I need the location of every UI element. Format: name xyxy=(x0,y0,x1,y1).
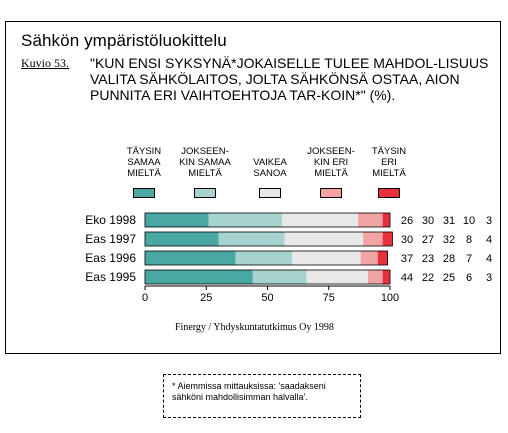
bar-outline xyxy=(144,231,393,247)
legend-label-4: JOKSEEN- KIN ERI MIELTÄ xyxy=(296,146,366,179)
data-label: 8 xyxy=(466,234,472,246)
bar-segment xyxy=(145,232,219,246)
category-label: Eas 1995 xyxy=(85,270,136,284)
legend-label-2: JOKSEEN- KIN SAMAA MIELTÄ xyxy=(170,146,240,179)
x-tick-label: 25 xyxy=(200,292,212,304)
data-label: 28 xyxy=(443,253,455,265)
data-label: 30 xyxy=(401,234,413,246)
chart-title: Sähkön ympäristöluokittelu xyxy=(21,31,227,50)
data-label: 27 xyxy=(422,234,434,246)
chart-frame xyxy=(5,21,501,354)
data-label: 4 xyxy=(486,253,492,265)
bar-segment xyxy=(282,213,359,227)
category-label: Eas 1996 xyxy=(85,251,136,265)
legend-label-line: VAIKEA xyxy=(253,157,287,168)
survey-question: "KUN ENSI SYKSYNÄ*JOKAISELLE TULEE MAHDO… xyxy=(90,55,489,103)
legend-label-line: MIELTÄ xyxy=(314,168,348,179)
legend-label-line: KIN ERI xyxy=(313,157,349,168)
x-tick-label: 100 xyxy=(381,292,399,304)
legend-label-line: MIELTÄ xyxy=(188,168,222,179)
data-label: 3 xyxy=(486,272,492,284)
data-label: 23 xyxy=(422,253,434,265)
bar-segment xyxy=(360,251,378,265)
legend-label-line: SANOA xyxy=(253,168,287,179)
source-note: Finergy / Yhdyskuntatutkimus Oy 1998 xyxy=(175,322,334,333)
legend-label-line: JOKSEEN- xyxy=(181,146,229,157)
legend-swatch-2 xyxy=(194,188,216,198)
category-label: Eas 1997 xyxy=(85,232,136,246)
data-label: 30 xyxy=(422,215,434,227)
bar-outline xyxy=(144,212,391,228)
data-label: 37 xyxy=(401,253,413,265)
bar-outline xyxy=(144,269,391,285)
legend-label-1: TÄYSIN SAMAA MIELTÄ xyxy=(109,146,179,179)
legend-label-line: TÄYSIN xyxy=(126,146,162,157)
bar-segment xyxy=(208,213,283,227)
legend-swatch-3 xyxy=(259,188,281,198)
category-label: Eko 1998 xyxy=(85,213,136,227)
x-tick-label: 75 xyxy=(323,292,335,304)
legend-label-3: VAIKEA SANOA xyxy=(235,157,305,179)
bar-segment xyxy=(218,232,285,246)
legend-label-line: SAMAA xyxy=(127,157,161,168)
bar-segment xyxy=(235,251,292,265)
legend-label-line: KIN SAMAA xyxy=(179,157,231,168)
bar-segment xyxy=(145,213,209,227)
bar-segment xyxy=(382,213,390,227)
legend-label-5: TÄYSIN ERI MIELTÄ xyxy=(354,146,424,179)
bar-segment xyxy=(363,232,383,246)
legend-label-line: JOKSEEN- xyxy=(307,146,355,157)
bar-segment xyxy=(306,270,368,284)
data-label: 3 xyxy=(486,215,492,227)
legend-label-line: ERI xyxy=(381,157,397,168)
bar-segment xyxy=(284,232,364,246)
legend-label-line: MIELTÄ xyxy=(127,168,161,179)
data-label: 25 xyxy=(443,272,455,284)
data-label: 7 xyxy=(466,253,472,265)
footnote: * Aiemmissa mittauksissa: 'saadakseni sä… xyxy=(163,374,361,418)
data-label: 44 xyxy=(401,272,413,284)
bar-segment xyxy=(252,270,307,284)
x-tick-label: 0 xyxy=(142,292,148,304)
data-label: 32 xyxy=(443,234,455,246)
legend-label-line: TÄYSIN xyxy=(371,146,407,157)
data-label: 31 xyxy=(443,215,455,227)
bar-segment xyxy=(382,232,393,246)
bar-segment xyxy=(145,251,236,265)
data-label: 4 xyxy=(486,234,492,246)
data-label: 26 xyxy=(401,215,413,227)
legend-swatch-4 xyxy=(320,188,342,198)
bar-segment xyxy=(358,213,383,227)
legend-label-line: MIELTÄ xyxy=(372,168,406,179)
data-label: 6 xyxy=(466,272,472,284)
bar-segment xyxy=(367,270,383,284)
data-label: 22 xyxy=(422,272,434,284)
bar-outline xyxy=(144,250,388,266)
legend-swatch-1 xyxy=(133,188,155,198)
bar-segment xyxy=(292,251,361,265)
x-tick-label: 50 xyxy=(261,292,273,304)
legend-swatch-5 xyxy=(378,188,400,198)
figure-label: Kuvio 53. xyxy=(21,56,69,70)
bar-segment xyxy=(145,270,253,284)
bar-segment xyxy=(377,251,388,265)
data-label: 10 xyxy=(463,215,475,227)
bar-segment xyxy=(382,270,390,284)
